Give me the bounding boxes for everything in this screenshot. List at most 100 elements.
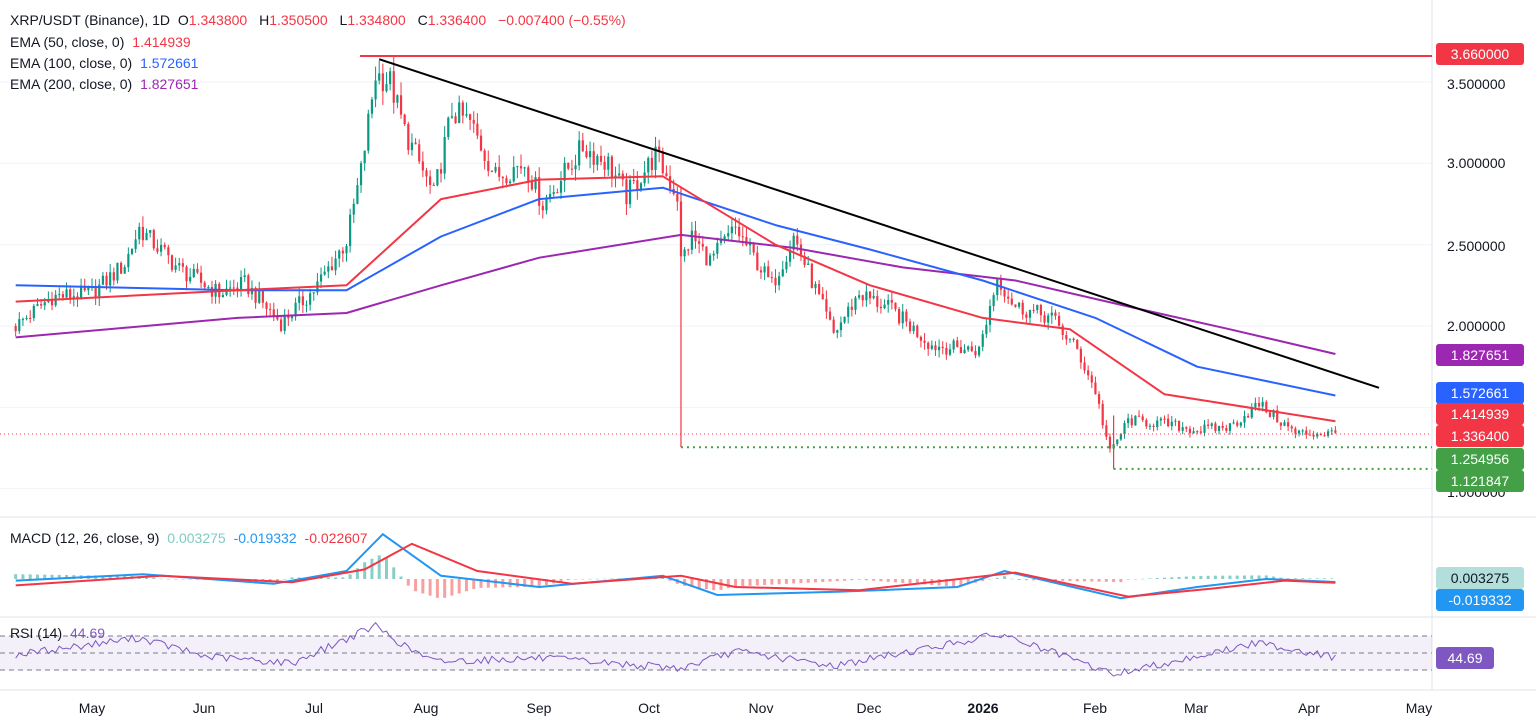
candle-body xyxy=(607,156,610,170)
candle-body xyxy=(356,185,359,204)
candle-body xyxy=(1025,314,1028,318)
x-tick-nov: Nov xyxy=(749,700,774,716)
candle-body xyxy=(643,172,646,184)
macd-hist-bar xyxy=(174,579,178,580)
candle-body xyxy=(592,151,595,165)
candle-body xyxy=(1021,302,1024,315)
candle-body xyxy=(349,214,352,247)
tag-support2: 1.121847 xyxy=(1451,473,1510,489)
macd-hist-bar xyxy=(603,578,607,580)
candle-body xyxy=(127,253,130,268)
candle-body xyxy=(21,319,25,321)
candle-body xyxy=(447,117,450,138)
candle-body xyxy=(109,272,112,286)
macd-hist-bar xyxy=(1184,576,1188,579)
macd-hist-bar xyxy=(886,579,890,582)
candle-body xyxy=(945,347,948,355)
candle-body xyxy=(207,286,210,288)
candle-body xyxy=(708,255,712,266)
candle-body xyxy=(1185,427,1188,429)
candle-body xyxy=(1272,410,1275,417)
candle-body xyxy=(363,150,366,164)
candle-body xyxy=(937,346,941,351)
candle-body xyxy=(443,137,446,174)
macd-hist-bar xyxy=(464,579,468,592)
candle-body xyxy=(414,142,417,145)
macd-hist-bar xyxy=(35,574,39,579)
rsi-value: 44.69 xyxy=(70,625,106,641)
candle-body xyxy=(1334,430,1337,433)
candle-body xyxy=(40,304,43,306)
candle-body xyxy=(756,252,759,271)
x-tick-aug: Aug xyxy=(414,700,439,716)
macd-hist-bar xyxy=(334,577,338,579)
candle-body xyxy=(141,226,144,241)
ema100-label: EMA (100, close, 0) xyxy=(10,55,133,71)
rsi-pane xyxy=(0,621,1432,677)
candle-body xyxy=(570,168,574,170)
candle-body xyxy=(639,183,643,190)
candle-body xyxy=(1083,362,1086,371)
ema200-legend: EMA (200, close, 0) 1.827651 xyxy=(10,74,202,94)
high-label: H xyxy=(259,12,270,28)
macd-hist-bar xyxy=(581,579,585,580)
macd-hist-bar xyxy=(28,574,32,579)
candle-body xyxy=(1137,415,1141,417)
candle-body xyxy=(1283,422,1286,426)
level-lines xyxy=(0,54,1432,470)
macd-hist-bar xyxy=(770,579,774,585)
macd-hist-bar xyxy=(1097,579,1101,582)
macd-hist-bar xyxy=(697,579,701,589)
candle-body xyxy=(716,242,719,254)
macd-hist-bar xyxy=(145,576,149,579)
candle-body xyxy=(479,135,483,151)
candle-body xyxy=(1192,431,1195,434)
candle-body xyxy=(181,263,184,267)
macd-hist-bar xyxy=(414,579,418,592)
macd-hist-bar xyxy=(1068,579,1072,582)
candle-body xyxy=(879,306,883,309)
candle-body xyxy=(367,113,370,151)
candle-body xyxy=(687,249,690,251)
candle-body xyxy=(610,156,613,178)
macd-hist-bar xyxy=(784,579,788,584)
candle-body xyxy=(1214,423,1217,431)
candle-body xyxy=(730,226,733,234)
candle-body xyxy=(701,243,704,247)
candle-body xyxy=(450,116,454,118)
candle-body xyxy=(1032,309,1035,311)
candle-body xyxy=(501,176,504,179)
candle-body xyxy=(1105,425,1108,437)
candle-body xyxy=(69,289,72,299)
candle-body xyxy=(887,300,890,305)
candle-body xyxy=(781,269,784,277)
macd-hist-bar xyxy=(763,579,767,585)
candle-body xyxy=(1156,420,1159,427)
candle-body xyxy=(796,235,799,245)
macd-hist-bar xyxy=(617,578,621,579)
candle-body xyxy=(654,146,657,170)
candle-body xyxy=(628,179,632,205)
macd-hist-bar xyxy=(377,555,381,579)
candle-body xyxy=(290,316,294,319)
candle-body xyxy=(596,155,599,165)
candle-body xyxy=(825,299,828,312)
tag-resistance: 3.660000 xyxy=(1451,46,1510,62)
candle-body xyxy=(956,340,959,348)
macd-hist-bar xyxy=(1163,577,1167,579)
tag-rsi: 44.69 xyxy=(1447,650,1482,666)
macd-hist-bar xyxy=(515,579,519,588)
candle-body xyxy=(574,165,577,170)
candle-body xyxy=(1301,430,1304,432)
y-tick-2.0: 2.000000 xyxy=(1447,318,1506,334)
candle-body xyxy=(821,293,824,300)
candle-body xyxy=(828,311,832,320)
macd-hist-bar xyxy=(65,575,69,579)
macd-hist-bar xyxy=(1148,578,1152,579)
candle-body xyxy=(890,300,893,303)
candle-body xyxy=(850,306,853,310)
tag-macd-line: -0.019332 xyxy=(1448,592,1511,608)
ema-lines xyxy=(15,175,1336,423)
candle-body xyxy=(927,342,930,349)
macd-hist-bar xyxy=(348,574,352,579)
